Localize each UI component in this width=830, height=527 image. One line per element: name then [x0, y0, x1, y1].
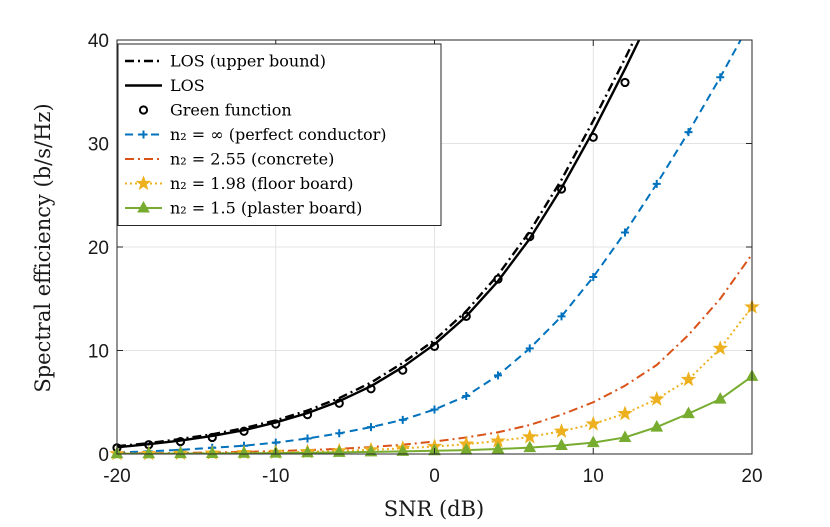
series-marker-2: [239, 426, 249, 436]
series-marker-3: [398, 415, 407, 424]
series-marker-2: [302, 410, 313, 420]
series-marker-6: [364, 444, 378, 457]
series-marker-3: [684, 128, 693, 137]
series-marker-6: [174, 446, 187, 459]
y-tick-label: 10: [88, 342, 109, 363]
y-axis-label: Spectral efficiency (b/s/Hz): [31, 103, 55, 392]
series-marker-2: [588, 132, 598, 142]
series-marker-6: [523, 440, 537, 453]
legend-entry-4: n₂ = 2.55 (concrete): [170, 150, 334, 169]
legend-entry-1: LOS: [170, 76, 205, 95]
series-line-3: [117, 40, 742, 454]
series-marker-5: [521, 428, 538, 444]
x-tick-label: 20: [741, 466, 762, 487]
x-axis-label: SNR (dB): [384, 497, 485, 521]
series-marker-3: [652, 179, 661, 188]
x-tick-label: 10: [583, 466, 604, 487]
series-marker-2: [207, 432, 217, 443]
marker-layer: [109, 73, 760, 461]
series-marker-2: [461, 311, 471, 321]
series-marker-6: [491, 441, 505, 454]
legend-entry-5: n₂ = 1.98 (floor board): [170, 174, 353, 193]
series-marker-2: [334, 398, 344, 408]
legend-entry-3: n₂ = ∞ (perfect conductor): [170, 125, 387, 144]
series-marker-3: [335, 429, 344, 438]
series-marker-2: [429, 341, 440, 351]
legend-entry-0: LOS (upper bound): [170, 52, 326, 71]
series-marker-6: [237, 446, 251, 458]
series-marker-3: [430, 405, 439, 414]
legend-marker-6: [137, 200, 150, 213]
y-tick-label: 30: [88, 135, 109, 156]
y-tick-label: 0: [98, 445, 109, 466]
series-marker-2: [398, 365, 408, 375]
legend-box: [117, 43, 442, 226]
legend-marker-2: [138, 105, 149, 115]
series-marker-3: [621, 228, 629, 237]
series-marker-2: [366, 384, 376, 394]
series-marker-6: [555, 438, 568, 451]
legend-marker-3: [139, 130, 148, 139]
x-tick-label: -20: [103, 466, 130, 487]
series-marker-3: [303, 434, 312, 443]
series-marker-2: [175, 436, 186, 447]
series-marker-6: [142, 446, 156, 459]
series-marker-2: [493, 274, 503, 284]
series-marker-5: [680, 371, 697, 387]
series-marker-6: [650, 420, 664, 432]
series-marker-3: [525, 344, 534, 353]
series-marker-6: [713, 392, 727, 404]
series-marker-5: [585, 415, 602, 431]
y-tick-label: 20: [88, 238, 109, 259]
series-marker-3: [589, 273, 598, 282]
legend-marker-5: [135, 175, 152, 191]
series-marker-2: [620, 77, 630, 88]
series-marker-6: [618, 430, 632, 442]
y-tick-label: 40: [88, 31, 109, 52]
series-marker-2: [525, 232, 535, 242]
series-marker-3: [716, 73, 725, 82]
x-tick-label: -10: [262, 466, 289, 487]
legend: LOS (upper bound) LOS Green function n₂ = ∞…: [117, 43, 442, 226]
series-marker-3: [367, 423, 375, 432]
legend-entry-2: Green function: [170, 101, 292, 120]
series-marker-5: [617, 405, 633, 421]
series-marker-6: [682, 406, 695, 419]
series-marker-5: [648, 390, 665, 406]
series-marker-6: [205, 446, 219, 458]
series-marker-3: [557, 312, 566, 321]
series-marker-2: [556, 184, 567, 194]
series-marker-2: [271, 419, 281, 429]
series-marker-5: [712, 340, 729, 356]
series-marker-6: [586, 435, 600, 448]
legend-entry-6: n₂ = 1.5 (plaster board): [170, 199, 362, 218]
series-marker-3: [494, 371, 502, 380]
series-marker-3: [462, 392, 471, 401]
x-tick-label: 0: [429, 466, 440, 487]
series-marker-5: [553, 423, 570, 438]
series-marker-6: [396, 444, 410, 456]
